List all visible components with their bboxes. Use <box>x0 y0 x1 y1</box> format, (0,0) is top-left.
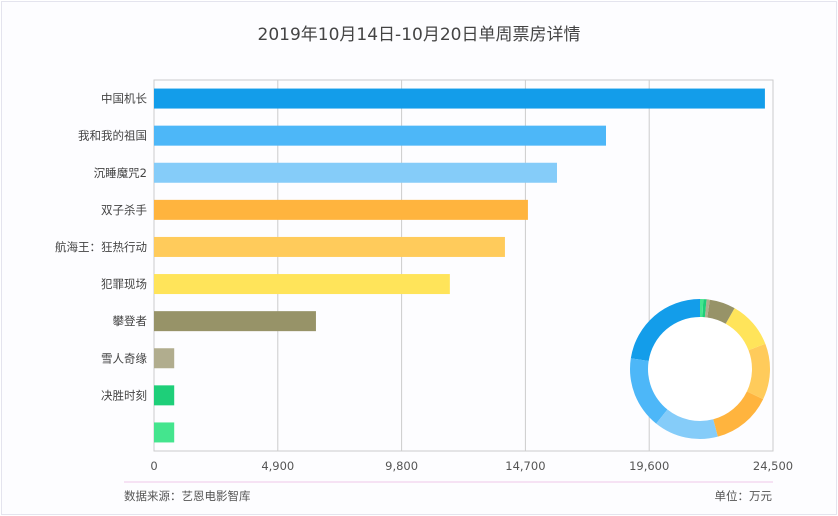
donut-slice[interactable] <box>707 299 735 324</box>
bar[interactable] <box>154 199 528 220</box>
bar[interactable] <box>154 348 175 369</box>
chart-title: 2019年10月14日-10月20日单周票房详情 <box>257 25 581 45</box>
x-tick-label: 4,900 <box>261 459 294 473</box>
category-label: 犯罪现场 <box>101 277 147 291</box>
category-label: 双子杀手 <box>101 203 147 217</box>
category-label: 中国机长 <box>101 92 147 106</box>
bar[interactable] <box>154 385 175 406</box>
x-tick-label: 0 <box>150 459 157 473</box>
x-tick-label: 19,600 <box>629 459 669 473</box>
donut-slice[interactable] <box>713 391 764 437</box>
category-label: 我和我的祖国 <box>78 129 147 143</box>
donut-slice[interactable] <box>704 299 710 318</box>
donut-slice[interactable] <box>630 299 700 362</box>
donut-slice[interactable] <box>700 299 704 318</box>
donut-slice[interactable] <box>746 343 770 400</box>
data-source: 数据来源：艺恩电影智库 <box>124 489 251 503</box>
category-label: 雪人奇缘 <box>101 351 147 365</box>
bar[interactable] <box>154 162 557 183</box>
category-label: 攀登者 <box>113 314 148 328</box>
bar[interactable] <box>154 311 316 332</box>
bar[interactable] <box>154 236 505 257</box>
x-tick-labels: 0 4,900 9,800 14,700 19,600 24,500 <box>150 459 793 473</box>
x-tick-label: 9,800 <box>385 459 418 473</box>
donut-slice[interactable] <box>725 308 766 351</box>
x-tick-label: 14,700 <box>505 459 545 473</box>
donut-hole <box>648 317 752 421</box>
donut-chart <box>630 299 770 439</box>
category-label: 沉睡魔咒2 <box>94 166 147 180</box>
category-label: 航海王：狂热行动 <box>55 240 147 254</box>
bars <box>154 88 765 443</box>
x-tick-label: 24,500 <box>753 459 793 473</box>
bar[interactable] <box>154 274 450 295</box>
category-label: 决胜时刻 <box>101 388 147 402</box>
donut-slice[interactable] <box>656 409 718 439</box>
bar[interactable] <box>154 125 606 146</box>
unit-label: 单位：万元 <box>714 489 773 503</box>
bar[interactable] <box>154 422 175 443</box>
donut-slice[interactable] <box>630 358 668 424</box>
bar[interactable] <box>154 88 765 109</box>
donut-slice[interactable] <box>702 299 707 318</box>
